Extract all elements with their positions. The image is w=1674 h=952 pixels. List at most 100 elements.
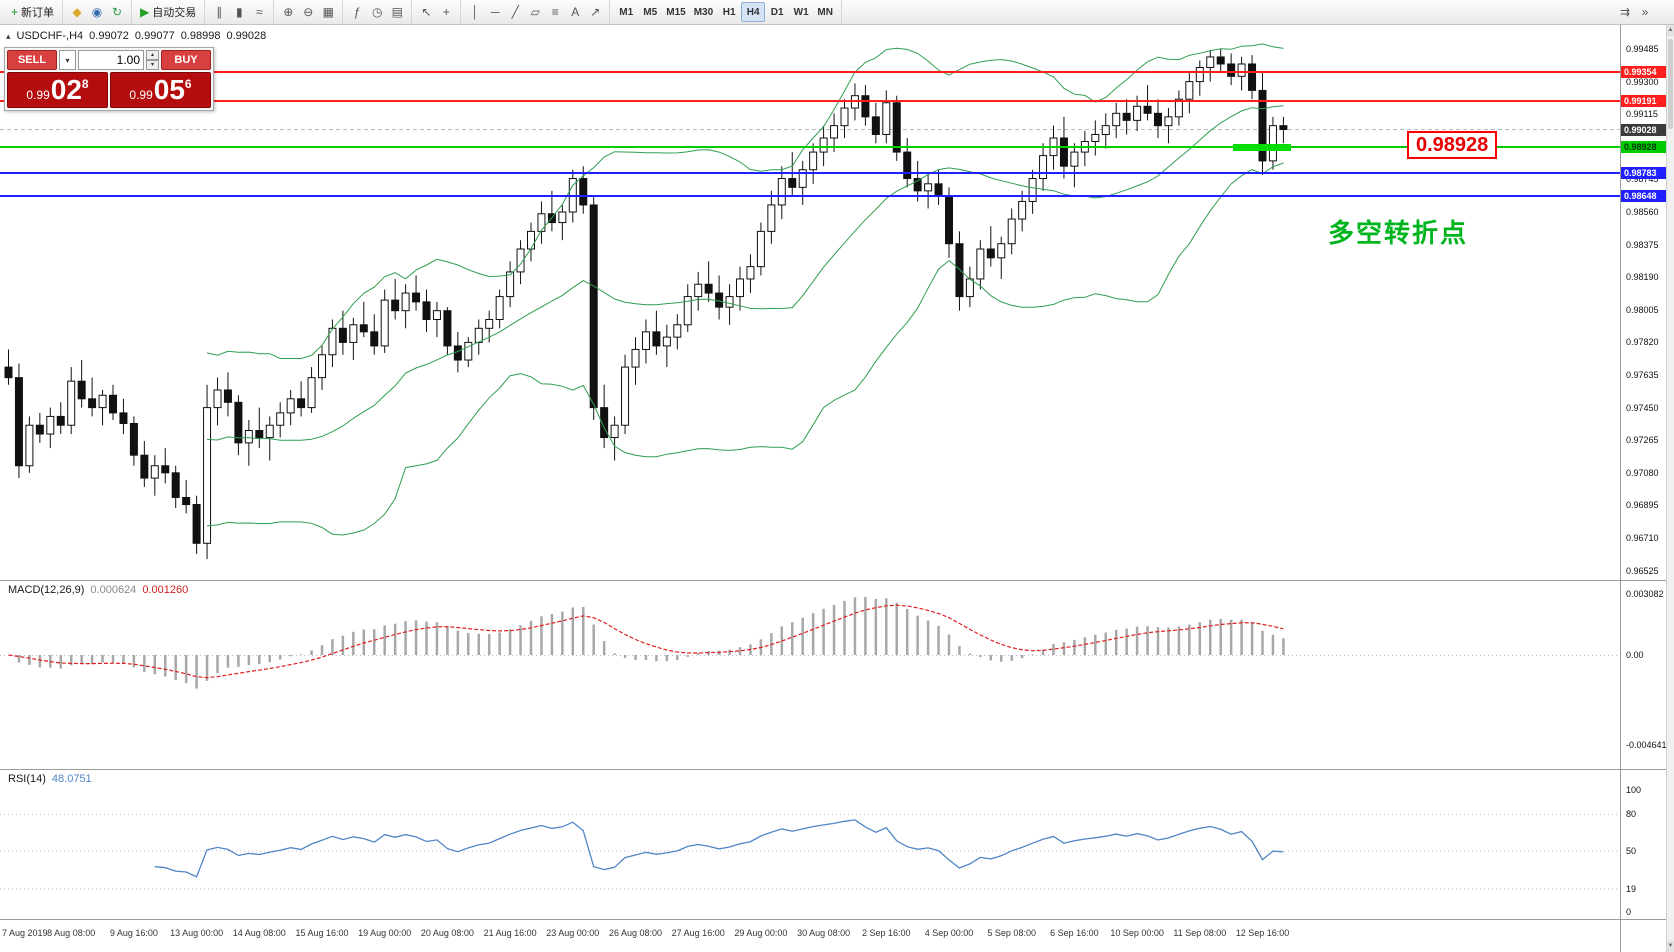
timeframe-w1[interactable]: W1 <box>789 2 813 22</box>
new-chart-icon[interactable]: ◆ <box>67 2 87 22</box>
timeframe-mn[interactable]: MN <box>813 2 837 22</box>
sell-price-prefix: 0.99 <box>26 88 50 102</box>
buy-button[interactable]: BUY <box>161 50 211 70</box>
timeframe-m15[interactable]: M15 <box>662 2 689 22</box>
play-icon: ▶ <box>140 5 150 19</box>
crosshair-icon[interactable]: + <box>436 2 456 22</box>
zoom-in-icon[interactable]: ⊕ <box>278 2 298 22</box>
buy-price-big: 05 <box>153 74 185 105</box>
horizontal-level-line[interactable] <box>0 195 1620 198</box>
date-tick-label: 14 Aug 08:00 <box>232 928 286 938</box>
bar-chart-icon[interactable]: ∥ <box>209 2 229 22</box>
sell-price-button[interactable]: 0.99 02 8 <box>7 72 108 108</box>
macd-name: MACD(12,26,9) <box>8 584 85 596</box>
price-callout-box[interactable]: 0.98928 <box>1407 131 1498 159</box>
vertical-line-icon[interactable]: │ <box>465 2 485 22</box>
date-tick-label: 23 Aug 00:00 <box>546 928 600 938</box>
low-value: 0.98998 <box>180 30 221 42</box>
auto-scroll-icon[interactable]: » <box>1635 2 1655 22</box>
date-tick-label: 5 Sep 08:00 <box>987 928 1036 938</box>
arrows-icon: ↗ <box>590 5 601 19</box>
rsi-tick-label: 0 <box>1626 907 1632 917</box>
profiles-icon[interactable]: ◉ <box>87 2 107 22</box>
price-tick-label: 0.97635 <box>1626 370 1659 380</box>
timeframe-d1-label: D1 <box>770 6 784 18</box>
buy-price-button[interactable]: 0.99 05 6 <box>110 72 211 108</box>
pane-divider-rsi[interactable] <box>0 769 1666 770</box>
horizontal-level-line[interactable] <box>0 171 1620 174</box>
date-tick-label: 6 Sep 16:00 <box>1050 928 1099 938</box>
pane-divider-macd[interactable] <box>0 580 1666 581</box>
horizontal-line-icon[interactable]: ─ <box>485 2 505 22</box>
turning-point-annotation[interactable]: 多空转折点 <box>1328 218 1469 248</box>
scrollbar-thumb[interactable] <box>1668 39 1673 129</box>
fibonacci-icon[interactable]: ≡ <box>545 2 565 22</box>
horizontal-level-line[interactable] <box>0 71 1620 74</box>
rsi-tick-label: 100 <box>1626 785 1642 795</box>
timeframe-m5[interactable]: M5 <box>638 2 662 22</box>
price-tick-label: 0.96895 <box>1626 500 1659 511</box>
tile-windows-icon[interactable]: ▦ <box>318 2 338 22</box>
candlestick-chart-icon[interactable]: ▮ <box>229 2 249 22</box>
refresh-icon: ↻ <box>111 5 123 19</box>
new-order-button[interactable]: + 新订单 <box>7 2 58 22</box>
timeframe-h1[interactable]: H1 <box>717 2 741 22</box>
volume-down-button[interactable]: ▾ <box>146 60 159 70</box>
timeframe-h4-label: H4 <box>746 6 760 18</box>
timeframe-d1[interactable]: D1 <box>765 2 789 22</box>
volume-input[interactable] <box>79 51 143 69</box>
close-value: 0.99028 <box>226 30 267 42</box>
toolbar-group-chart-tools: ƒ ◷ ▤ <box>343 0 413 24</box>
chart-shift-icon[interactable]: ⇉ <box>1615 2 1635 22</box>
new-order-button-label: 新订单 <box>21 7 55 19</box>
zoom-out-icon[interactable]: ⊖ <box>298 2 318 22</box>
timeframe-m1-label: M1 <box>619 6 634 18</box>
price-tick-label: 0.98745 <box>1626 174 1659 185</box>
toolbar-group-order: + 新订单 <box>3 0 64 24</box>
level-price-tag: 0.98928 <box>1621 141 1667 154</box>
auto-scroll-icon: » <box>1641 5 1649 19</box>
zoom-in-icon: ⊕ <box>283 5 294 19</box>
rsi-value: 48.0751 <box>51 773 92 785</box>
macd-main-value: 0.000624 <box>90 584 137 596</box>
macd-tick-label: 0.003082 <box>1626 589 1664 599</box>
buy-price-prefix: 0.99 <box>129 88 153 102</box>
indicators-icon[interactable]: ƒ <box>347 2 367 22</box>
date-tick-label: 9 Aug 16:00 <box>109 928 158 938</box>
toolbar-group-zoom: ⊕ ⊖ ▦ <box>274 0 344 24</box>
refresh-icon[interactable]: ↻ <box>107 2 127 22</box>
text-icon[interactable]: A <box>565 2 585 22</box>
volume-up-button[interactable]: ▴ <box>146 50 159 60</box>
date-tick-label: 15 Aug 16:00 <box>295 928 349 938</box>
toolbar-group-chart-type: ∥ ▮ ≈ <box>205 0 275 24</box>
autotrading-button-label: 自动交易 <box>152 7 197 19</box>
timeframe-m1[interactable]: M1 <box>614 2 638 22</box>
timeframe-h4[interactable]: H4 <box>741 2 766 22</box>
scroll-up-icon[interactable]: ▲ <box>1667 25 1674 36</box>
arrows-icon[interactable]: ↗ <box>585 2 605 22</box>
templates-icon[interactable]: ▤ <box>387 2 407 22</box>
buy-price-sup: 6 <box>184 77 192 91</box>
cursor-icon[interactable]: ↖ <box>416 2 436 22</box>
bar-chart-icon: ∥ <box>216 5 223 19</box>
periods-icon[interactable]: ◷ <box>367 2 387 22</box>
line-chart-icon[interactable]: ≈ <box>249 2 269 22</box>
turning-point-highlight-bar[interactable] <box>1233 143 1291 151</box>
timeframe-m30[interactable]: M30 <box>690 2 717 22</box>
autotrading-button[interactable]: ▶ 自动交易 <box>136 2 200 22</box>
horizontal-level-line[interactable] <box>0 146 1620 149</box>
volume-dropdown[interactable]: ▾ <box>59 50 76 70</box>
price-tick-label: 0.96710 <box>1626 533 1659 543</box>
horizontal-level-line[interactable] <box>0 99 1620 102</box>
level-price-tag: 0.98648 <box>1621 190 1667 203</box>
open-value: 0.99072 <box>89 30 129 42</box>
trendline-icon[interactable]: ╱ <box>505 2 525 22</box>
date-axis-border <box>0 919 1666 920</box>
sell-button[interactable]: SELL <box>7 50 57 70</box>
vertical-scrollbar[interactable]: ▲ ▼ <box>1666 25 1674 952</box>
channel-icon[interactable]: ▱ <box>525 2 545 22</box>
scroll-down-icon[interactable]: ▼ <box>1667 941 1674 952</box>
one-click-panel-toggle[interactable]: ▴ <box>6 30 11 41</box>
profiles-icon: ◉ <box>91 5 103 19</box>
